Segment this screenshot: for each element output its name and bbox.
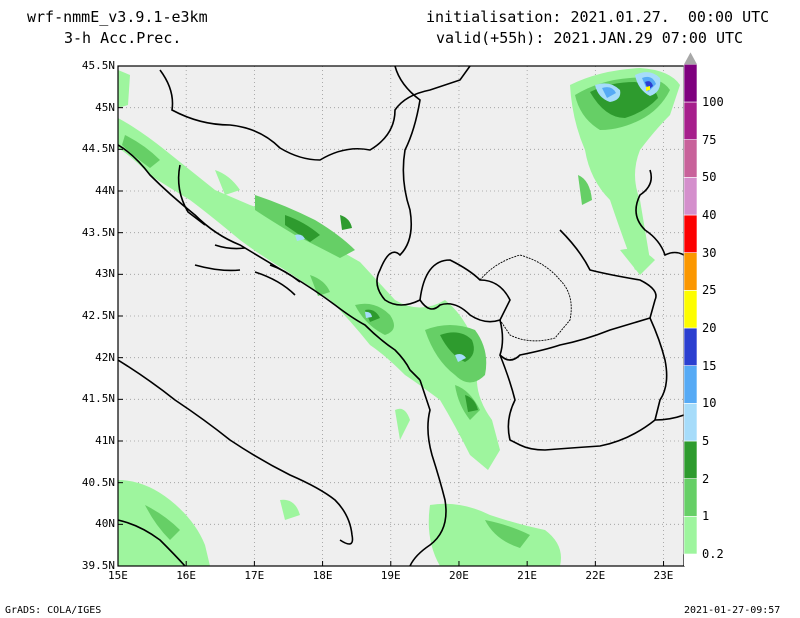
legend-above-arrow <box>684 52 697 65</box>
lon-tick-label: 21E <box>517 569 538 582</box>
legend-swatch <box>683 64 698 103</box>
lon-tick-label: 20E <box>448 569 469 582</box>
lat-tick-label: 41N <box>95 434 115 447</box>
init-time: initialisation: 2021.01.27. 00:00 UTC <box>426 8 770 26</box>
lon-tick-label: 19E <box>380 569 401 582</box>
lat-tick-label: 40N <box>95 517 115 531</box>
lon-tick-label: 15E <box>108 569 128 582</box>
coastlines-borders <box>118 66 684 566</box>
legend-level-label: 15 <box>702 358 717 373</box>
legend-level-label: 75 <box>702 132 717 147</box>
legend-swatch <box>683 478 698 517</box>
legend-level-label: 30 <box>702 245 717 260</box>
lon-tick-label: 22E <box>585 569 606 582</box>
legend-level-label: 10 <box>702 396 717 411</box>
footer-timestamp: 2021-01-27-09:57 <box>684 605 781 616</box>
lat-tick-label: 42.5N <box>81 309 115 322</box>
tick-marks <box>117 65 665 567</box>
field-name: 3-h Acc.Prec. <box>64 29 182 47</box>
legend-color-bar <box>683 52 698 566</box>
legend-swatch <box>683 403 698 442</box>
legend-level-label: 1 <box>702 509 710 524</box>
precip-very-heavy <box>295 72 661 362</box>
legend-swatch <box>683 139 698 178</box>
legend-swatch <box>683 101 698 140</box>
legend-swatch <box>683 252 698 291</box>
lat-tick-label: 41.5N <box>81 392 115 406</box>
legend-swatch <box>683 440 698 479</box>
kosovo-border <box>479 254 572 342</box>
legend-below-arrow <box>684 554 697 566</box>
lat-tick-label: 44.5N <box>81 142 115 156</box>
legend-swatch <box>683 290 698 329</box>
graticule <box>118 66 684 566</box>
lat-tick-label: 43.5N <box>81 225 115 239</box>
lat-tick-label: 39.5N <box>81 559 115 572</box>
lon-tick-label: 18E <box>312 569 333 582</box>
legend-level-label: 50 <box>702 170 717 185</box>
lon-tick-label: 17E <box>244 569 265 582</box>
legend-level-label: 5 <box>702 434 710 448</box>
lat-tick-label: 43N <box>95 267 115 281</box>
legend-level-label: 100 <box>702 95 724 109</box>
legend-swatch <box>683 214 698 253</box>
legend-level-label: 0.2 <box>702 547 724 561</box>
legend-level-label: 40 <box>702 208 717 222</box>
legend-swatch <box>683 177 698 216</box>
legend-swatch <box>683 365 698 404</box>
lat-tick-label: 40.5N <box>81 475 115 489</box>
precip-areas <box>118 68 680 566</box>
lat-tick-label: 45.5N <box>81 59 115 72</box>
legend-swatch <box>683 516 698 555</box>
lat-tick-label: 45N <box>95 100 115 114</box>
legend-swatch <box>683 327 698 366</box>
legend-level-label: 20 <box>702 321 717 335</box>
legend-level-label: 2 <box>702 471 710 486</box>
lat-tick-label: 42N <box>95 350 115 364</box>
lon-tick-label: 23E <box>653 569 674 582</box>
footer-credit: GrADS: COLA/IGES <box>5 605 102 616</box>
lat-tick-label: 44N <box>95 184 115 197</box>
model-name: wrf-nmmE_v3.9.1-e3km <box>27 8 208 26</box>
lon-tick-label: 16E <box>176 569 197 582</box>
valid-time: valid(+55h): 2021.JAN.29 07:00 UTC <box>436 29 744 47</box>
legend-level-label: 25 <box>702 283 717 298</box>
